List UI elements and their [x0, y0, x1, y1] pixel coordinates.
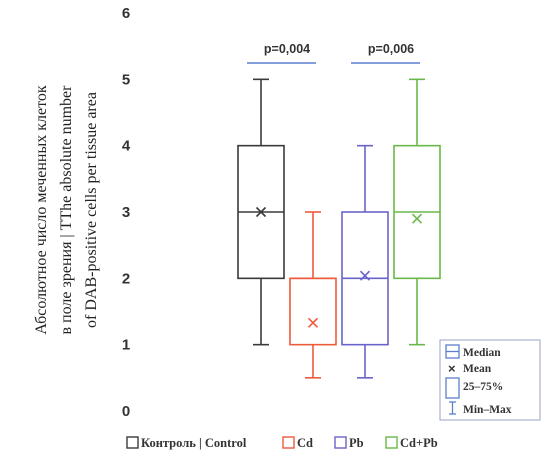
bottom-legend: Контроль | Control Cd Pb Cd+Pb — [126, 436, 438, 450]
inner-legend-minmax: Min–Max — [463, 404, 512, 416]
p-value-label: p=0,004 — [264, 42, 310, 56]
y-axis-label-line-1: Абсолютное число меченных клеток — [33, 85, 50, 335]
iqr-symbol — [445, 377, 460, 399]
p-value-label: p=0,006 — [368, 42, 414, 56]
y-axis-label-line-2: в поле зрения | TThe absolute number — [58, 85, 75, 335]
mean-marker — [307, 317, 319, 328]
y-tick-label: 5 — [122, 71, 130, 88]
y-tick-label: 3 — [122, 204, 130, 221]
legend-swatch — [282, 436, 295, 449]
legend-label: Cd+Pb — [400, 436, 438, 450]
legend-swatch — [334, 436, 347, 449]
inner-legend-median: Median — [463, 347, 501, 359]
y-axis-label-line-3: of DAB-positive cells per tissue area — [83, 92, 100, 328]
mean-marker — [255, 206, 267, 218]
mean-symbol: × — [448, 361, 456, 376]
y-tick-label: 1 — [122, 337, 130, 354]
legend-label: Контроль | Control — [141, 436, 247, 450]
legend-swatch — [126, 436, 139, 449]
y-tick-label: 6 — [122, 5, 130, 22]
legend-swatch — [385, 436, 398, 449]
y-tick-label: 0 — [122, 403, 130, 420]
y-tick-label: 2 — [122, 270, 130, 287]
box-iqr — [289, 277, 337, 346]
p-value-annotations: p=0,004 p=0,006 — [247, 42, 420, 64]
mean-marker — [359, 270, 371, 281]
inner-legend-mean: Mean — [463, 363, 492, 375]
boxes — [237, 78, 441, 379]
legend-label: Cd — [297, 436, 313, 450]
mean-marker — [411, 213, 423, 224]
legend-label: Pb — [349, 436, 364, 450]
y-tick-label: 4 — [122, 138, 131, 155]
inner-legend-frame — [439, 339, 541, 421]
inner-legend-iqr: 25–75% — [463, 381, 503, 393]
y-axis-ticks: 0 1 2 3 4 5 6 — [122, 5, 131, 420]
inner-legend: Median × Mean 25–75% Min–Max — [439, 339, 541, 421]
